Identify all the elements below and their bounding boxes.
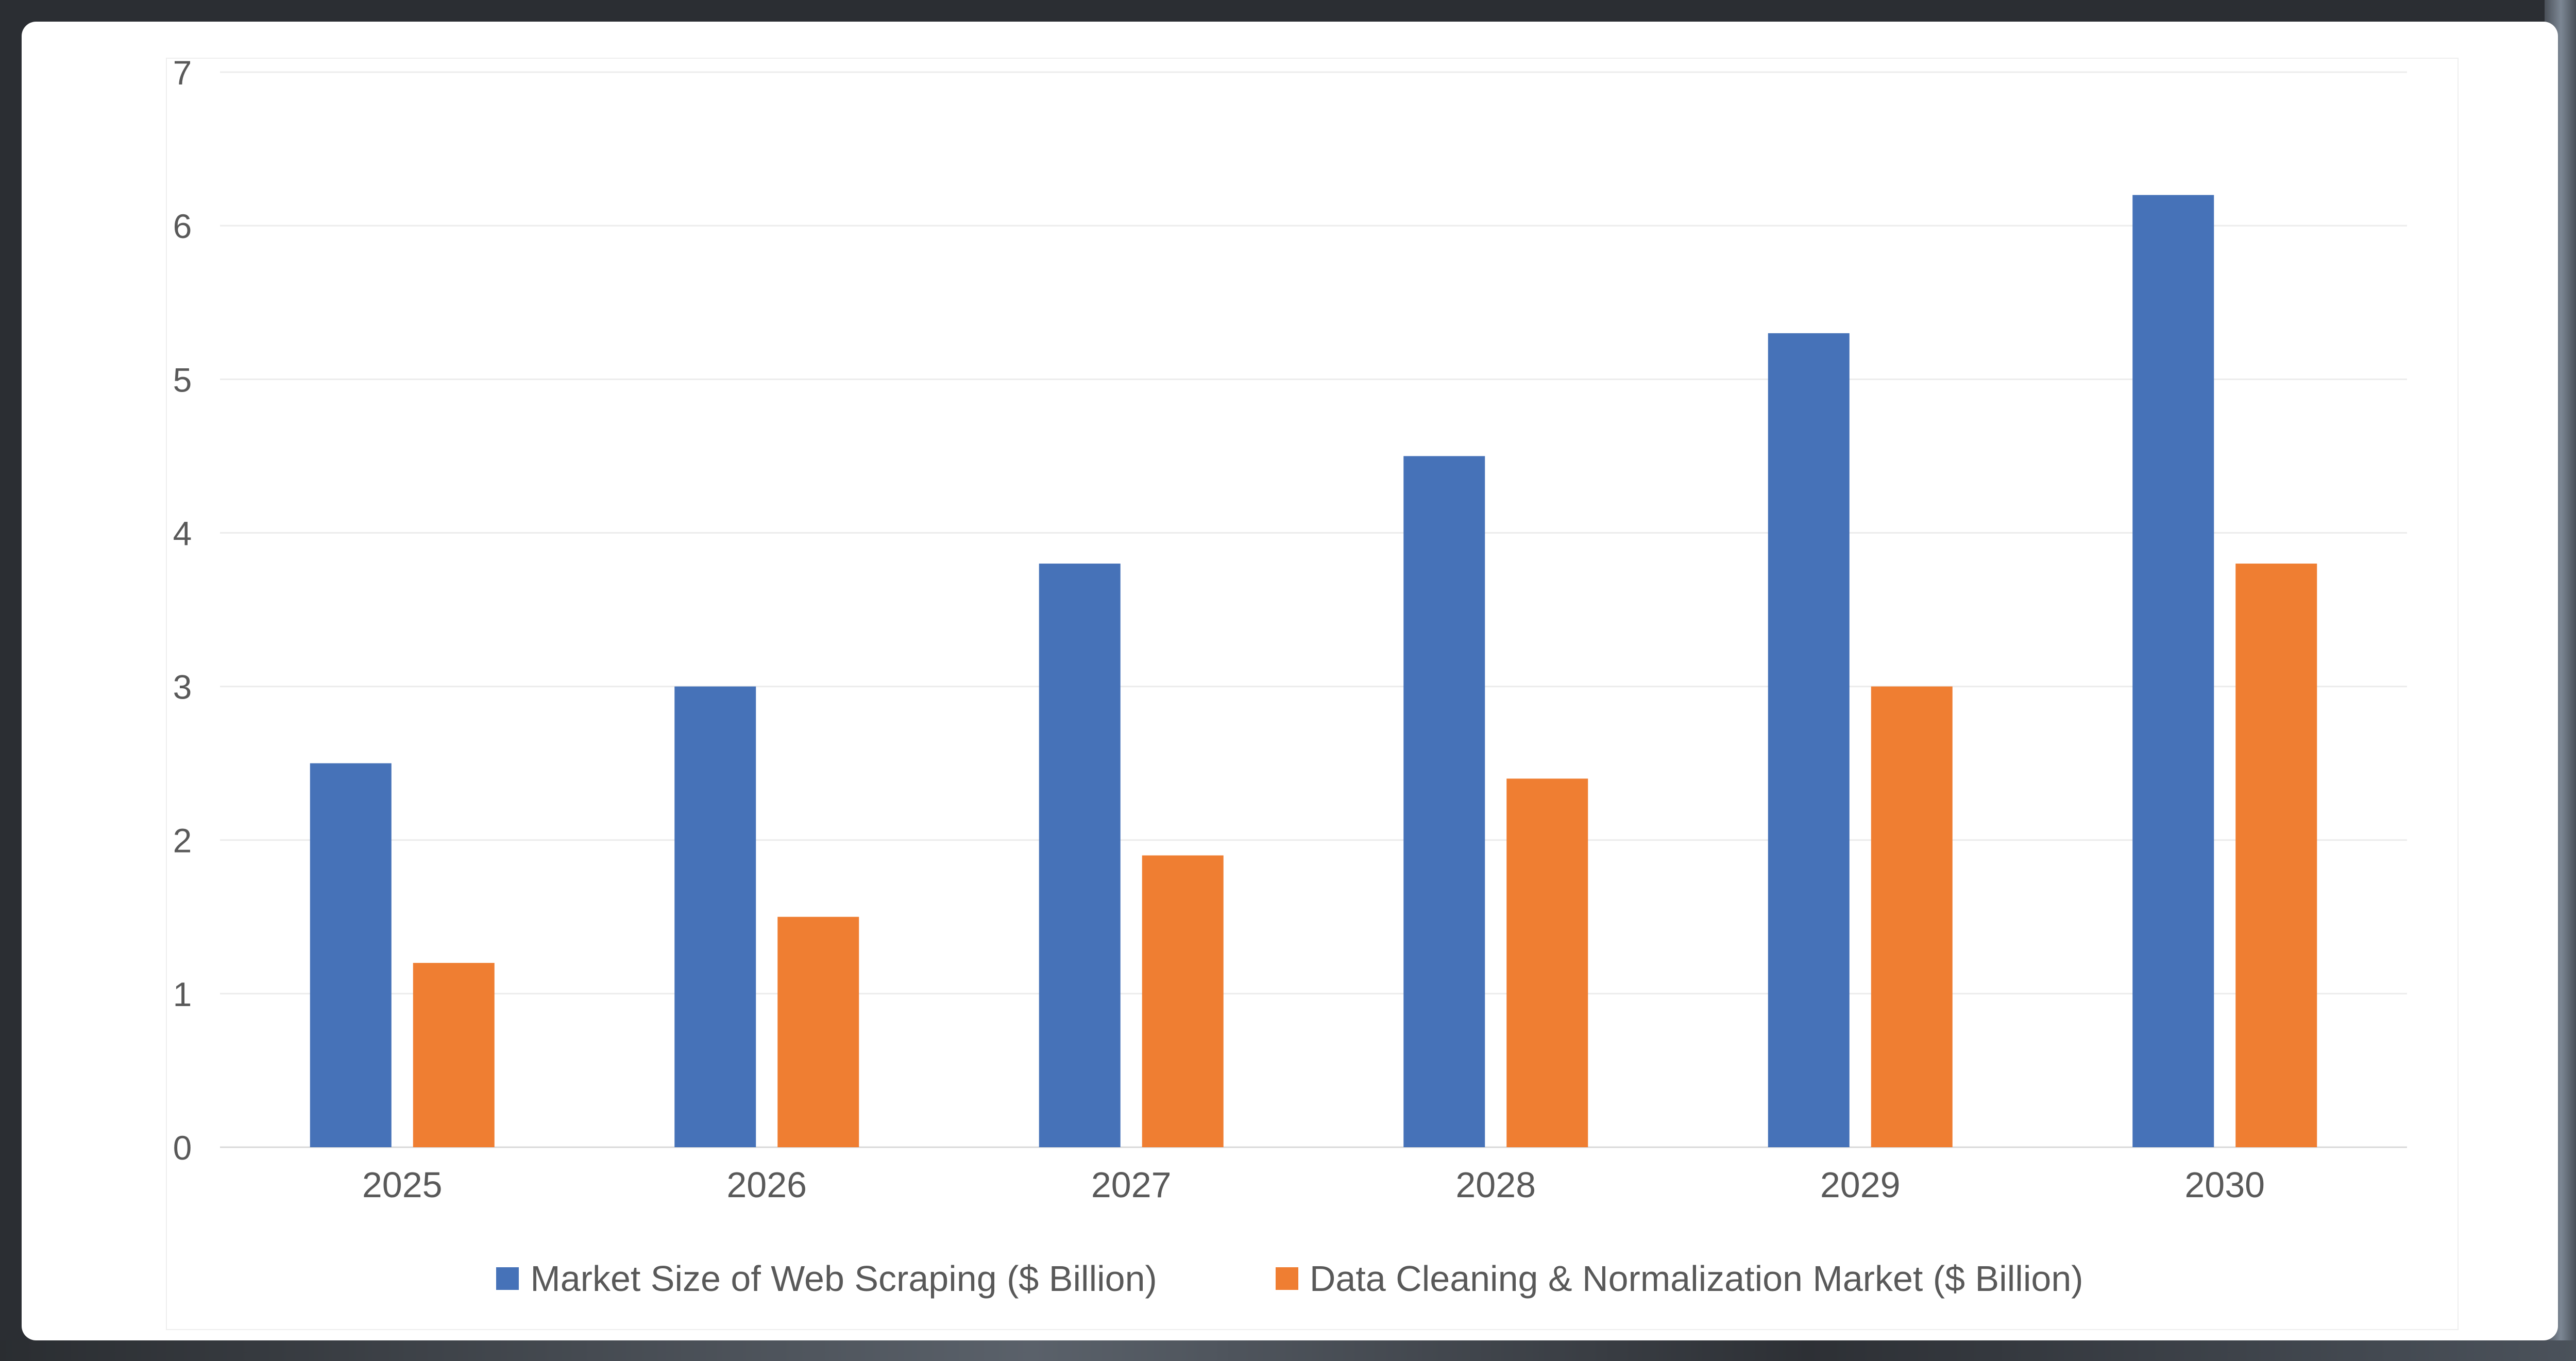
y-tick-label: 7	[173, 54, 192, 92]
chart-card: 0 1 2 3 4 5 6 7 2025 2026 2027 2028 2029 2030 Market …	[22, 22, 2558, 1340]
bar-data-cleaning-2030	[2235, 564, 2317, 1147]
bar-web-scraping-2027	[1039, 564, 1121, 1147]
x-tick-label: 2027	[1091, 1165, 1172, 1205]
bar-data-cleaning-2027	[1142, 855, 1224, 1147]
bar-web-scraping-2030	[2132, 195, 2214, 1147]
chart-legend: Market Size of Web Scraping ($ Billion) …	[22, 1255, 2558, 1302]
bar-data-cleaning-2028	[1506, 778, 1588, 1147]
y-tick-label: 0	[173, 1129, 192, 1167]
x-tick-label: 2025	[362, 1165, 443, 1205]
x-tick-label: 2028	[1455, 1165, 1536, 1205]
chart-frame	[166, 58, 2459, 1330]
y-tick-label: 2	[173, 822, 192, 860]
y-tick-label: 1	[173, 975, 192, 1013]
legend-label-web-scraping: Market Size of Web Scraping ($ Billion)	[530, 1258, 1157, 1299]
legend-item-web-scraping: Market Size of Web Scraping ($ Billion)	[496, 1258, 1157, 1299]
y-tick-label: 4	[173, 514, 192, 552]
bar-data-cleaning-2026	[777, 916, 859, 1147]
bar-web-scraping-2026	[674, 686, 756, 1147]
background-bottom	[0, 1340, 2576, 1361]
bar-web-scraping-2029	[1768, 333, 1850, 1148]
y-tick-label: 3	[173, 668, 192, 706]
y-tick-label: 6	[173, 207, 192, 245]
legend-item-data-cleaning: Data Cleaning & Normalization Market ($ …	[1275, 1258, 2083, 1299]
bar-web-scraping-2028	[1403, 456, 1485, 1147]
legend-swatch-data-cleaning	[1275, 1267, 1298, 1290]
bar-data-cleaning-2029	[1871, 686, 1953, 1147]
legend-swatch-web-scraping	[496, 1267, 519, 1290]
bar-data-cleaning-2025	[413, 963, 495, 1147]
bar-chart: 0 1 2 3 4 5 6 7 2025 2026 2027 2028 2029 2030	[173, 54, 2407, 1205]
x-tick-label: 2029	[1820, 1165, 1901, 1205]
bar-web-scraping-2025	[310, 763, 392, 1147]
x-tick-label: 2030	[2184, 1165, 2265, 1205]
legend-label-data-cleaning: Data Cleaning & Normalization Market ($ …	[1309, 1258, 2083, 1299]
y-tick-label: 5	[173, 361, 192, 399]
x-tick-label: 2026	[726, 1165, 807, 1205]
